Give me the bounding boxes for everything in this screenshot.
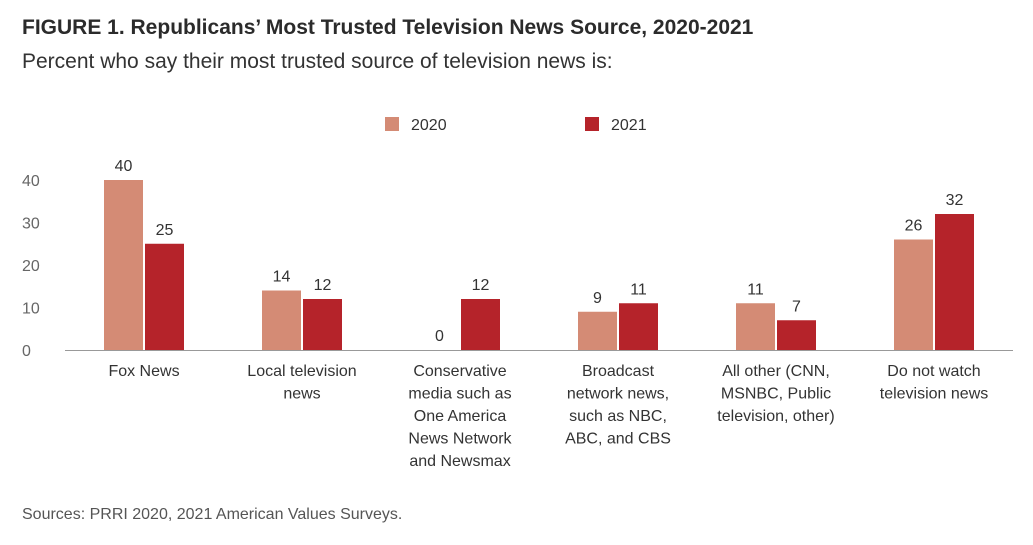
y-tick-label: 20 [22,258,40,275]
bar-2021-6 [935,214,974,350]
data-label-2021: 7 [792,298,801,315]
bar-2021-3 [461,299,500,350]
bar-2020-2 [262,290,301,350]
data-label-2020: 40 [115,158,133,175]
data-label-2020: 11 [747,281,764,298]
data-label-2021: 12 [314,277,332,294]
data-label-2021: 32 [946,192,964,209]
bar-2020-1 [104,180,143,350]
category-label-line: media such as [408,386,511,403]
category-label: All other (CNN, MSNBC, Public television, … [717,363,834,425]
chart-title: FIGURE 1. Republicans’ Most Trusted Tele… [22,16,754,39]
category-label: Do not watch television news [880,363,989,403]
category-label-line: and Newsmax [409,453,510,470]
bar-2021-2 [303,299,342,350]
y-tick-label: 40 [22,173,40,190]
chart-header: FIGURE 1. Republicans’ Most Trusted Tele… [22,14,1013,76]
legend-swatch-2021 [585,117,599,131]
y-tick-label: 10 [22,301,40,318]
category-label-line: All other (CNN, [722,363,830,380]
legend-label-2021: 2021 [611,117,647,134]
data-label-2020: 14 [273,269,291,286]
category-label-line: network news, [567,386,669,403]
bar-2021-4 [619,303,658,350]
category-label-line: Local television [247,363,356,380]
data-label-2021: 11 [630,281,647,298]
chart-subtitle: Percent who say their most trusted sourc… [22,50,613,73]
category-label-line: television news [880,386,989,403]
bar-2020-5 [736,303,775,350]
category-label: Broadcast network news, such as NBC, ABC, a… [565,363,671,448]
category-label-line: news [283,386,320,403]
bar-2020-4 [578,311,617,350]
category-label: Conservative media such as One America News… [408,363,512,470]
bar-2020-6 [894,239,933,350]
data-label-2020: 9 [593,290,602,307]
bar-2021-5 [777,320,816,350]
category-label-line: Broadcast [582,363,655,380]
category-label-line: Fox News [108,363,179,380]
category-label-line: Do not watch [887,363,980,380]
category-label: Local television news [247,363,356,403]
bar-2021-1 [145,243,184,350]
category-label-line: MSNBC, Public [721,386,831,403]
legend-label-2020: 2020 [411,117,447,134]
data-label-2020: 0 [435,328,444,345]
y-tick-label: 30 [22,216,40,233]
category-label: Fox News [108,363,179,380]
y-tick-label: 0 [22,343,31,360]
category-label-line: such as NBC, [569,408,667,425]
data-label-2021: 25 [156,222,174,239]
category-label-line: television, other) [717,408,834,425]
data-label-2021: 12 [472,277,490,294]
category-label-line: One America [414,408,507,425]
data-label-2020: 26 [905,218,923,235]
category-label-line: ABC, and CBS [565,431,671,448]
category-label-line: Conservative [413,363,506,380]
source-note: Sources: PRRI 2020, 2021 American Values… [22,506,403,523]
legend-swatch-2020 [385,117,399,131]
category-label-line: News Network [408,431,512,448]
